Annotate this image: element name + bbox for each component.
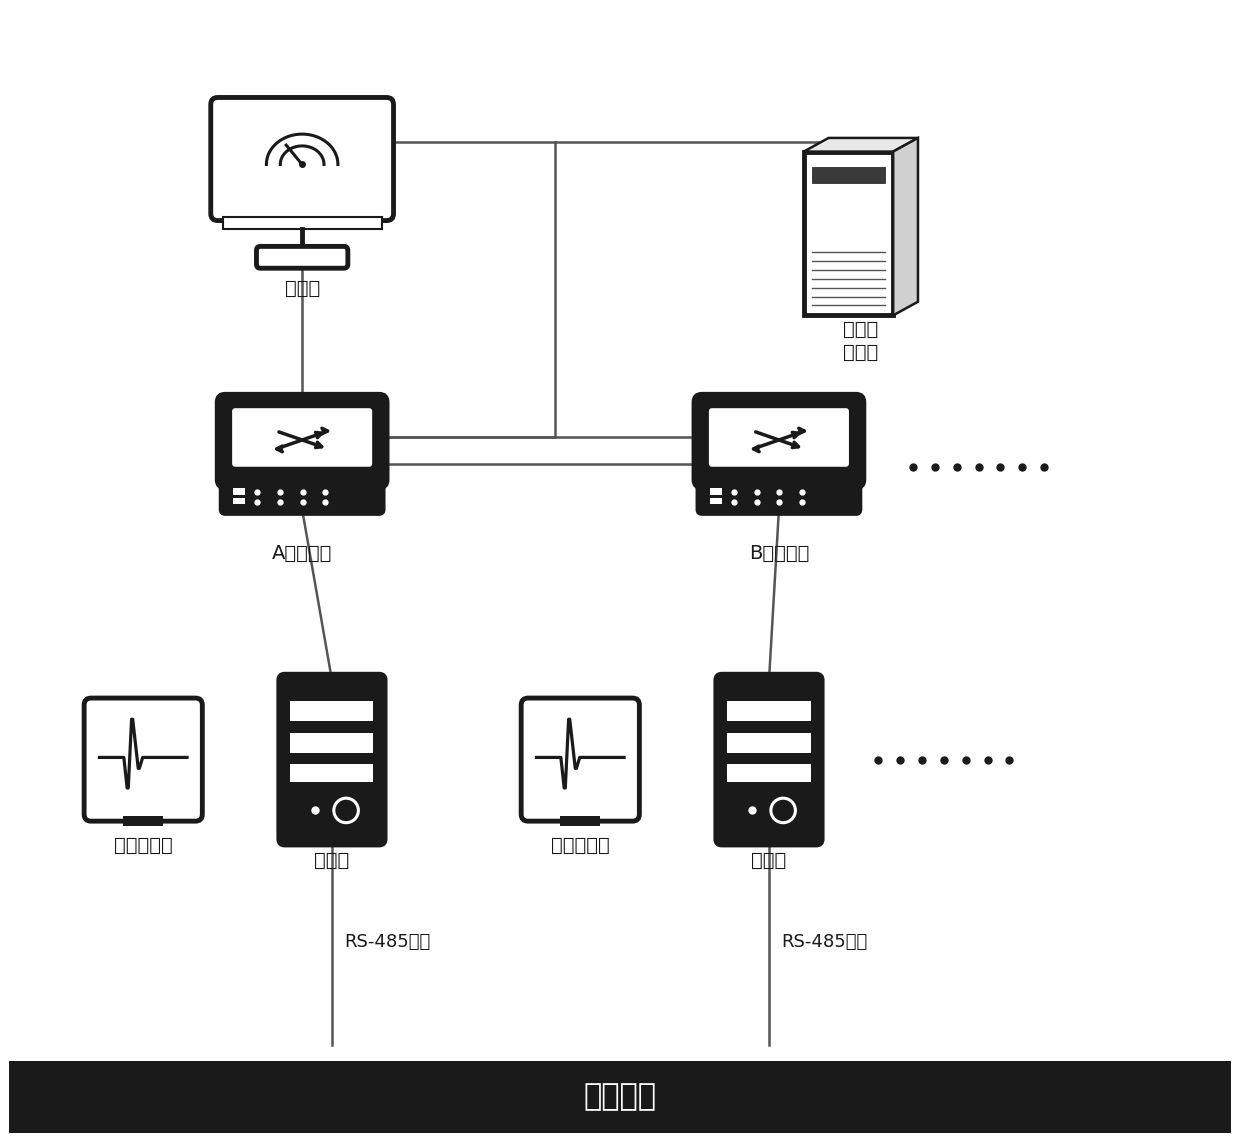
FancyBboxPatch shape xyxy=(709,487,722,494)
Text: 工控机: 工控机 xyxy=(751,851,786,869)
FancyBboxPatch shape xyxy=(728,701,811,721)
Polygon shape xyxy=(804,152,893,315)
Text: 二号采集站: 二号采集站 xyxy=(551,836,610,855)
FancyBboxPatch shape xyxy=(84,698,202,822)
FancyBboxPatch shape xyxy=(290,764,373,782)
FancyBboxPatch shape xyxy=(221,476,383,513)
Polygon shape xyxy=(893,138,918,315)
FancyBboxPatch shape xyxy=(698,476,859,513)
Text: 数据库
服务器: 数据库 服务器 xyxy=(843,319,878,363)
Bar xyxy=(9,1061,1231,1133)
FancyBboxPatch shape xyxy=(728,764,811,782)
FancyBboxPatch shape xyxy=(715,674,822,845)
FancyBboxPatch shape xyxy=(560,816,600,826)
Text: 主监盘: 主监盘 xyxy=(284,280,320,298)
Text: A网交换机: A网交换机 xyxy=(272,544,332,564)
Text: B网交换机: B网交换机 xyxy=(749,544,810,564)
Circle shape xyxy=(334,799,358,823)
FancyBboxPatch shape xyxy=(709,408,849,467)
Text: RS-485总线: RS-485总线 xyxy=(781,933,867,950)
FancyBboxPatch shape xyxy=(233,497,246,504)
Polygon shape xyxy=(812,168,885,184)
FancyBboxPatch shape xyxy=(709,497,722,504)
Text: RS-485总线: RS-485总线 xyxy=(343,933,430,950)
FancyBboxPatch shape xyxy=(223,217,382,228)
FancyBboxPatch shape xyxy=(217,395,387,487)
FancyBboxPatch shape xyxy=(290,733,373,753)
FancyBboxPatch shape xyxy=(521,698,640,822)
FancyBboxPatch shape xyxy=(257,246,348,268)
FancyBboxPatch shape xyxy=(694,395,864,487)
Text: 一号采集站: 一号采集站 xyxy=(114,836,172,855)
FancyBboxPatch shape xyxy=(211,97,393,220)
FancyBboxPatch shape xyxy=(233,487,246,494)
FancyBboxPatch shape xyxy=(232,408,372,467)
FancyBboxPatch shape xyxy=(123,816,164,826)
Circle shape xyxy=(771,799,795,823)
FancyBboxPatch shape xyxy=(728,733,811,753)
FancyBboxPatch shape xyxy=(279,674,386,845)
Text: 就地仪表: 就地仪表 xyxy=(584,1083,656,1111)
FancyBboxPatch shape xyxy=(290,701,373,721)
Text: 工控机: 工控机 xyxy=(314,851,350,869)
Polygon shape xyxy=(804,138,918,152)
